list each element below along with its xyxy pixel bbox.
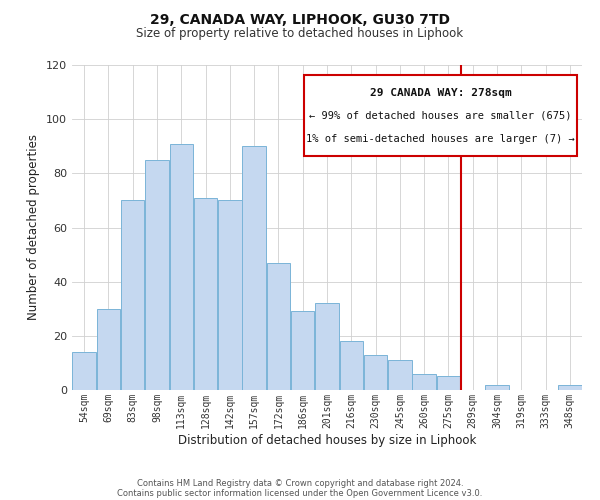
Bar <box>97 308 120 390</box>
Bar <box>145 160 169 390</box>
Text: Contains public sector information licensed under the Open Government Licence v3: Contains public sector information licen… <box>118 488 482 498</box>
Bar <box>242 146 266 390</box>
Bar <box>485 384 509 390</box>
Bar <box>73 352 96 390</box>
Bar <box>437 376 460 390</box>
Bar <box>340 341 363 390</box>
Bar <box>291 312 314 390</box>
Bar <box>194 198 217 390</box>
Text: 29 CANADA WAY: 278sqm: 29 CANADA WAY: 278sqm <box>370 88 511 98</box>
Bar <box>266 262 290 390</box>
Y-axis label: Number of detached properties: Number of detached properties <box>28 134 40 320</box>
Bar <box>304 74 577 156</box>
Text: Size of property relative to detached houses in Liphook: Size of property relative to detached ho… <box>136 28 464 40</box>
Bar <box>218 200 242 390</box>
Bar <box>412 374 436 390</box>
Bar <box>364 355 388 390</box>
Text: 1% of semi-detached houses are larger (7) →: 1% of semi-detached houses are larger (7… <box>306 134 575 144</box>
Text: Contains HM Land Registry data © Crown copyright and database right 2024.: Contains HM Land Registry data © Crown c… <box>137 478 463 488</box>
Bar <box>388 360 412 390</box>
Bar <box>121 200 145 390</box>
X-axis label: Distribution of detached houses by size in Liphook: Distribution of detached houses by size … <box>178 434 476 446</box>
Text: 29, CANADA WAY, LIPHOOK, GU30 7TD: 29, CANADA WAY, LIPHOOK, GU30 7TD <box>150 12 450 26</box>
Bar <box>170 144 193 390</box>
Bar <box>315 304 339 390</box>
Text: ← 99% of detached houses are smaller (675): ← 99% of detached houses are smaller (67… <box>309 111 572 121</box>
Bar <box>558 384 581 390</box>
